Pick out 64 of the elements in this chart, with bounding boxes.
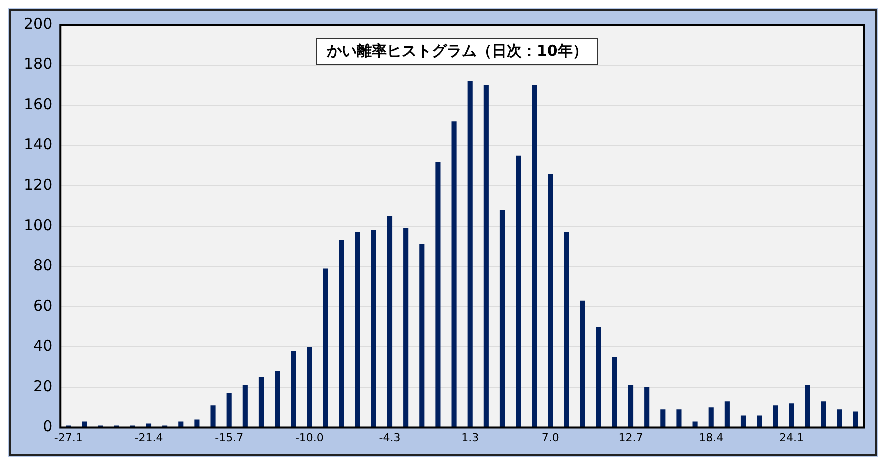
- bar: [355, 232, 360, 428]
- bar: [676, 410, 682, 428]
- y-tick-label: 60: [34, 296, 53, 315]
- bar: [436, 162, 441, 428]
- bar: [420, 244, 425, 428]
- y-tick-label: 80: [34, 256, 53, 275]
- y-tick-label: 20: [34, 377, 53, 396]
- bar: [628, 386, 634, 428]
- bar: [404, 228, 409, 428]
- y-tick-label: 0: [43, 418, 53, 436]
- bar: [226, 394, 232, 428]
- bar: [805, 386, 810, 428]
- bar: [789, 404, 794, 428]
- bar: [500, 210, 506, 428]
- bar: [194, 420, 200, 428]
- bar: [821, 402, 826, 428]
- y-tick-label: 180: [24, 55, 53, 74]
- bar: [612, 357, 618, 428]
- bar: [484, 85, 489, 428]
- bar: [242, 386, 248, 428]
- bar: [371, 230, 376, 428]
- y-tick-label: 160: [24, 95, 53, 114]
- text: かい離率ヒストグラム（日次：10年）: [326, 42, 588, 60]
- bar: [773, 406, 778, 428]
- x-tick-label: 12.7: [618, 431, 644, 444]
- bar: [660, 410, 666, 428]
- bar: [307, 347, 312, 428]
- bar: [387, 216, 393, 428]
- x-tick-label: -15.7: [215, 431, 244, 444]
- bar: [339, 240, 344, 428]
- x-tick-label: 7.0: [542, 431, 560, 444]
- bar: [644, 388, 650, 428]
- bar: [564, 232, 570, 428]
- y-tick-label: 120: [24, 176, 53, 194]
- y-tick-label: 140: [24, 136, 53, 154]
- x-tick-label: 18.4: [699, 431, 724, 444]
- bar: [837, 410, 842, 428]
- bar: [275, 371, 280, 428]
- bar: [258, 377, 264, 428]
- bar: [468, 81, 473, 428]
- x-tick-label: 24.1: [779, 431, 804, 444]
- y-tick-label: 100: [24, 216, 53, 234]
- bar: [740, 416, 746, 428]
- bar: [452, 122, 457, 428]
- bar: [516, 156, 522, 428]
- bar: [580, 300, 586, 428]
- bar: [724, 402, 730, 428]
- bar: [291, 351, 296, 428]
- y-tick-label: 40: [34, 337, 53, 356]
- bar: [548, 174, 554, 428]
- bar: [757, 416, 762, 428]
- bar: [323, 268, 328, 428]
- bar: [708, 408, 714, 428]
- x-tick-label: -4.3: [379, 431, 401, 444]
- bar: [532, 85, 538, 428]
- y-tick-label: 200: [24, 14, 53, 33]
- x-tick-label: -21.4: [134, 431, 164, 444]
- x-tick-label: 1.3: [462, 431, 480, 444]
- bar: [210, 406, 216, 428]
- x-tick-label: -10.0: [295, 431, 324, 444]
- bar: [596, 327, 602, 428]
- bar: [853, 412, 858, 428]
- bar: [82, 422, 88, 428]
- x-tick-label: -27.1: [54, 431, 83, 444]
